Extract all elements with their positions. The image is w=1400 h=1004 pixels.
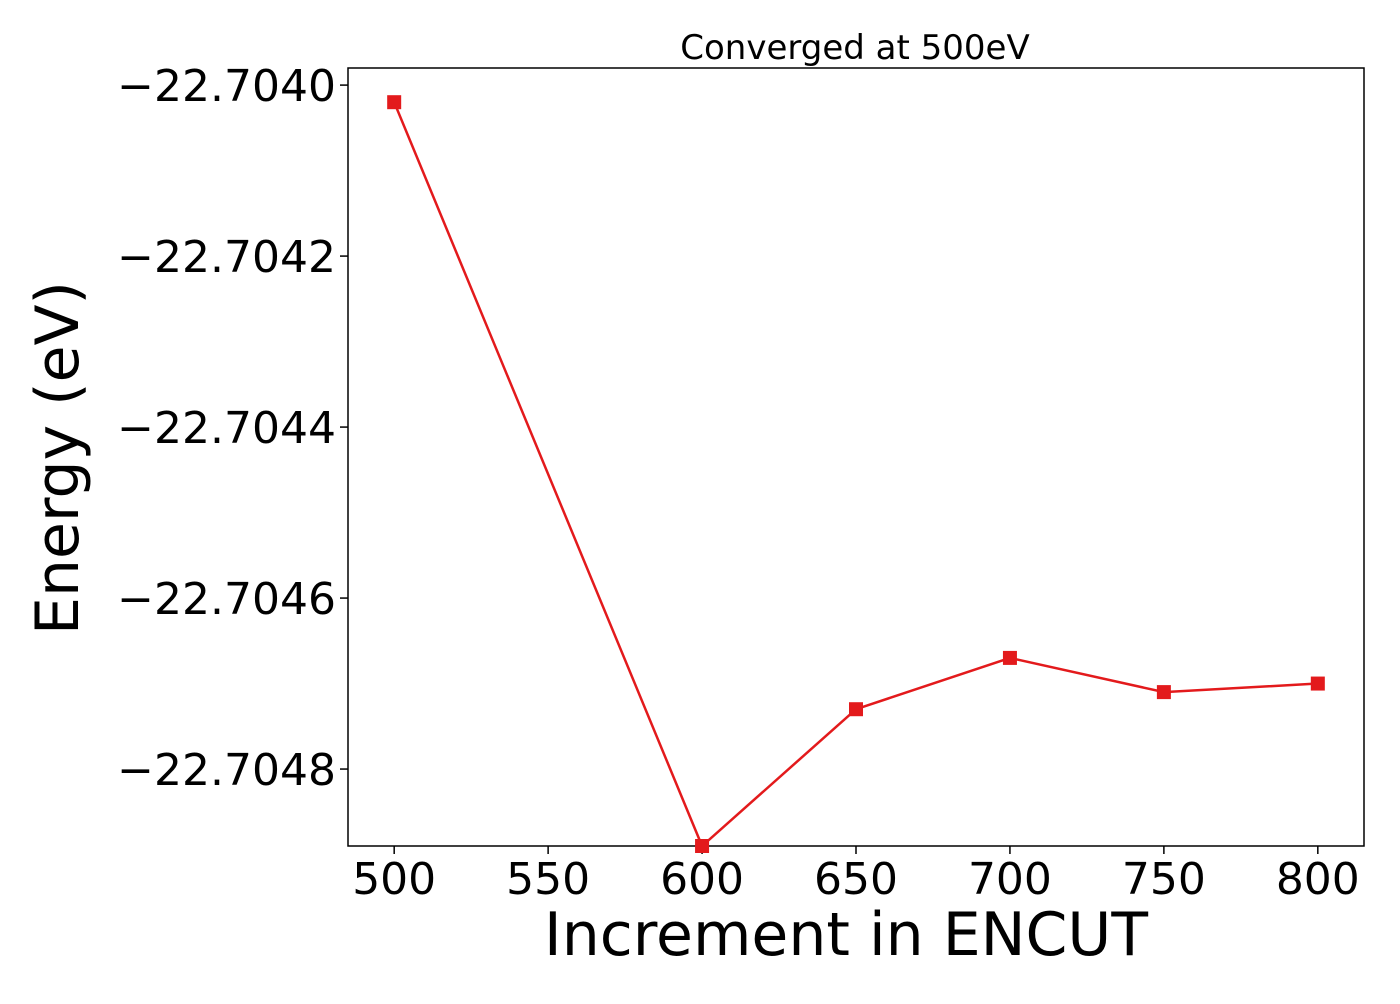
x-tick-label: 500 [352, 854, 436, 905]
data-point [695, 839, 710, 853]
x-tick-label: 750 [1122, 854, 1206, 905]
data-point [1156, 685, 1171, 700]
x-axis: 500 550 600 650 700 750 800 [352, 846, 1360, 905]
y-tick-label: −22.7042 [117, 232, 336, 283]
data-point [849, 702, 863, 717]
data-point [1310, 676, 1325, 691]
y-tick-label: −22.7046 [117, 574, 336, 625]
y-axis-label: Energy (eV) [23, 281, 93, 635]
x-axis-label: Increment in ENCUT [544, 900, 1148, 970]
chart-title: Converged at 500eV [680, 28, 1029, 68]
x-tick-label: 700 [968, 854, 1052, 905]
x-tick-label: 600 [660, 854, 744, 905]
x-tick-label: 550 [506, 854, 590, 905]
data-point [387, 95, 402, 110]
y-tick-label: −22.7040 [117, 61, 336, 112]
plot-frame [347, 67, 1365, 847]
x-tick-label: 800 [1276, 854, 1360, 905]
data-point [1002, 650, 1017, 665]
x-tick-label: 650 [814, 854, 898, 905]
series-layer [387, 95, 1325, 853]
series-line [393, 101, 1318, 849]
y-axis: −22.7040 −22.7042 −22.7044 −22.7046 −22.7048 [117, 61, 348, 796]
y-tick-label: −22.7048 [117, 745, 336, 796]
y-tick-label: −22.7044 [117, 403, 336, 454]
